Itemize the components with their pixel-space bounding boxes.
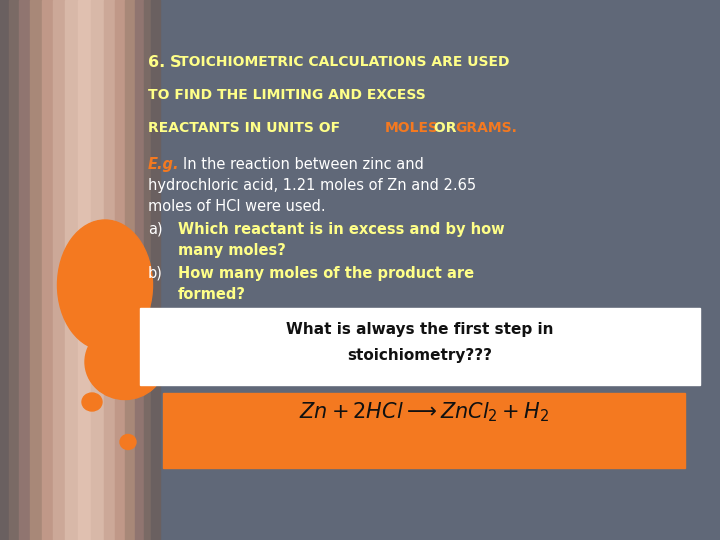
Text: GRAMS.: GRAMS. [455, 121, 517, 135]
Text: stoichiometry???: stoichiometry??? [348, 348, 492, 363]
Text: REACTANTS IN UNITS OF: REACTANTS IN UNITS OF [148, 121, 340, 135]
Bar [135, 0, 144, 540]
Bar [30, 0, 42, 540]
Ellipse shape [82, 393, 102, 411]
Text: formed?: formed? [178, 287, 246, 302]
Bar [125, 0, 135, 540]
Bar [104, 0, 115, 540]
Bar [9, 0, 19, 540]
Bar [78, 0, 91, 540]
Bar [144, 0, 151, 540]
Text: 6.: 6. [148, 55, 171, 70]
Bar [115, 0, 125, 540]
Text: TOICHIOMETRIC CALCULATIONS ARE USED: TOICHIOMETRIC CALCULATIONS ARE USED [179, 55, 510, 69]
Bar [19, 0, 30, 540]
Ellipse shape [58, 220, 153, 350]
Text: E.g.: E.g. [148, 157, 179, 172]
Text: S: S [170, 55, 181, 70]
Ellipse shape [120, 435, 136, 449]
Bar [0, 0, 9, 540]
Text: a): a) [148, 222, 163, 237]
Text: What is always the first step in: What is always the first step in [287, 322, 554, 337]
Bar [140, 308, 700, 385]
Text: moles of HCl were used.: moles of HCl were used. [148, 199, 325, 214]
Bar [53, 0, 65, 540]
Text: In the reaction between zinc and: In the reaction between zinc and [183, 157, 424, 172]
Ellipse shape [85, 325, 165, 400]
Text: hydrochloric acid, 1.21 moles of Zn and 2.65: hydrochloric acid, 1.21 moles of Zn and … [148, 178, 476, 193]
Text: many moles?: many moles? [178, 243, 286, 258]
Text: b): b) [148, 266, 163, 281]
Text: MOLES: MOLES [385, 121, 439, 135]
Bar [65, 0, 78, 540]
Text: $Zn + 2HCl \longrightarrow ZnCl_2 + H_2$: $Zn + 2HCl \longrightarrow ZnCl_2 + H_2$ [299, 400, 549, 423]
Bar [151, 0, 160, 540]
Bar [91, 0, 104, 540]
Bar [163, 393, 685, 468]
Text: How many moles of the product are: How many moles of the product are [178, 266, 474, 281]
Text: OR: OR [429, 121, 462, 135]
Bar [42, 0, 53, 540]
Text: TO FIND THE LIMITING AND EXCESS: TO FIND THE LIMITING AND EXCESS [148, 88, 426, 102]
Text: Which reactant is in excess and by how: Which reactant is in excess and by how [178, 222, 505, 237]
